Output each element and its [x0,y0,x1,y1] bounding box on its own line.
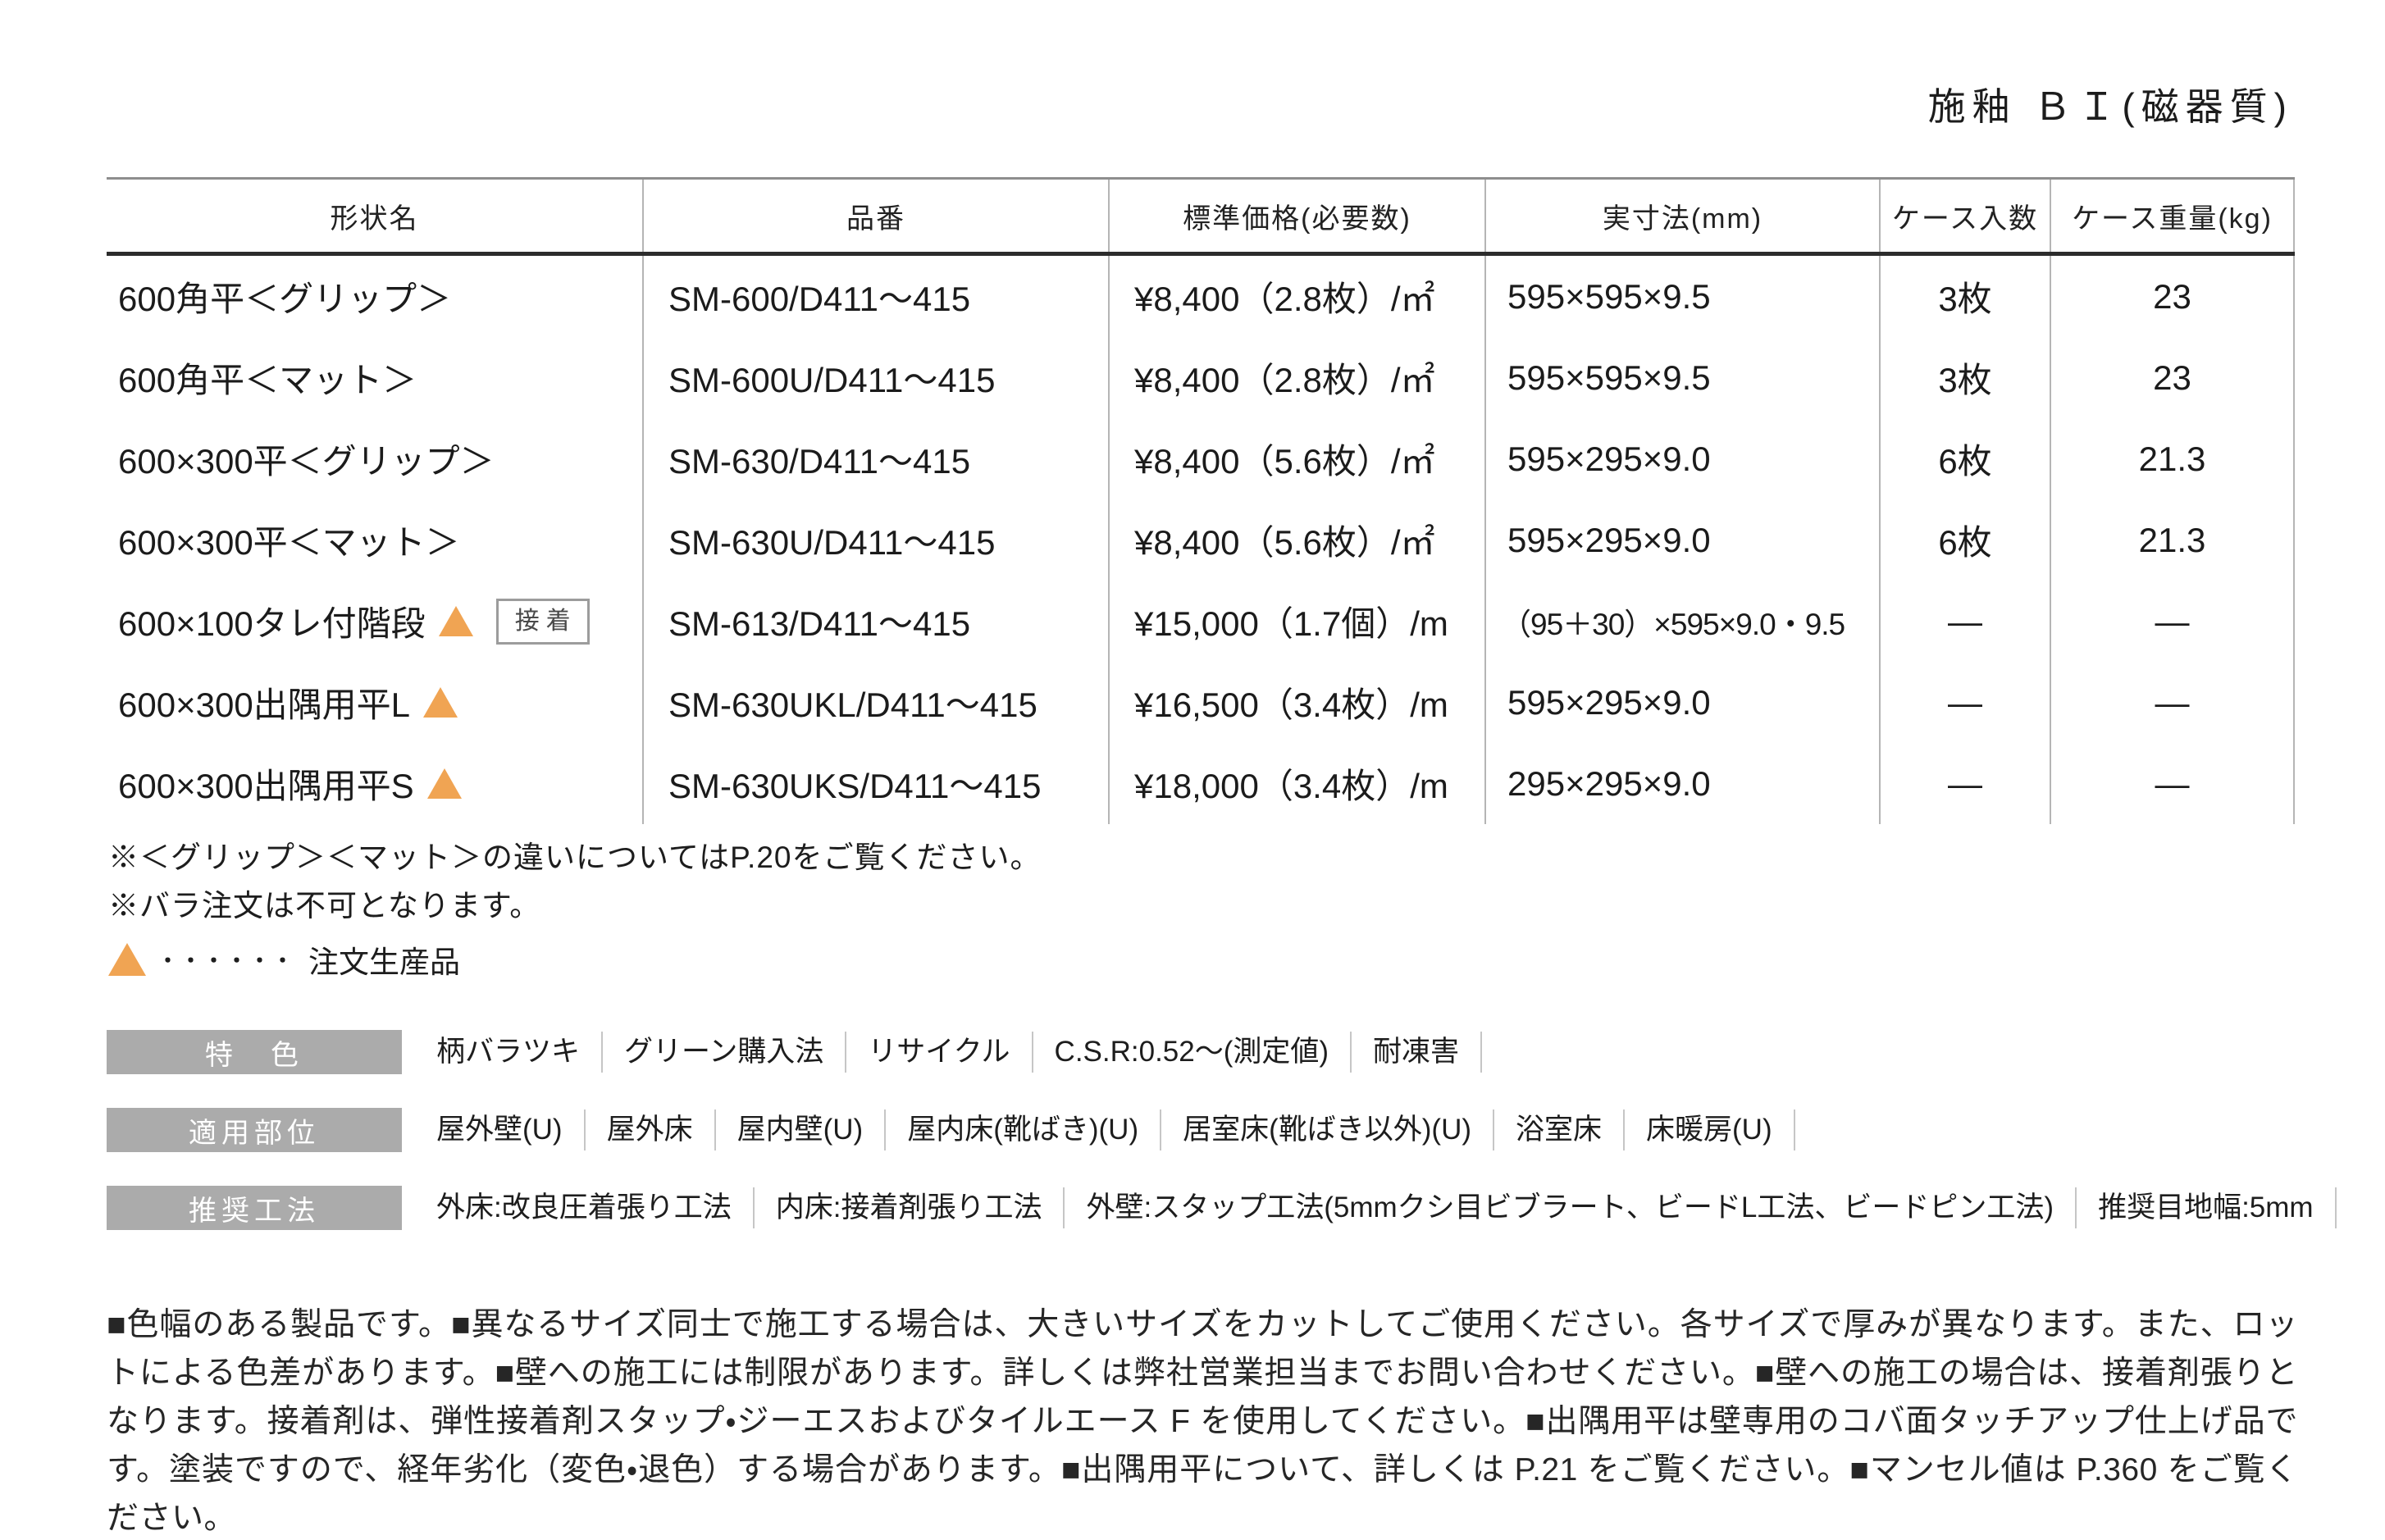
case-weight: — [2051,662,2295,743]
adhesive-badge: 接着 [495,598,590,645]
case-qty: 6枚 [1881,499,2051,581]
feature-item: 屋外床 [586,1109,716,1150]
product-code: SM-600U/D411〜415 [644,337,1110,418]
case-qty: 3枚 [1881,256,2051,337]
feature-row-tokushoku: 特 色 柄バラツキ グリーン購入法 リサイクル C.S.R:0.52〜(測定値)… [107,1030,2337,1074]
feature-item: 柄バラツキ [436,1032,604,1073]
shape-name: 600×300平＜マット＞ [118,523,460,562]
shape-name: 600×300出隅用平S [118,767,414,805]
case-qty: — [1881,743,2051,824]
actual-size: 595×595×9.5 [1486,337,1881,418]
legend-order-production: ・・・・・・ 注文生産品 [108,935,1042,983]
case-weight: 23 [2051,256,2295,337]
feature-row-tekiyoubui: 適用部位 屋外壁(U) 屋外床 屋内壁(U) 屋内床(靴ばき)(U) 居室床(靴… [107,1108,2337,1152]
product-code: SM-630U/D411〜415 [644,499,1110,581]
feature-section: 特 色 柄バラツキ グリーン購入法 リサイクル C.S.R:0.52〜(測定値)… [107,1030,2337,1264]
case-weight: — [2051,581,2295,662]
case-weight: 21.3 [2051,418,2295,499]
case-qty: 6枚 [1881,418,2051,499]
feature-label: 特 色 [107,1030,402,1074]
table-row: 600×300平＜グリップ＞ SM-630/D411〜415 ¥8,400（5.… [107,418,2295,499]
note-bulk-order: ※バラ注文は不可となります。 [108,888,541,923]
case-weight: 23 [2051,337,2295,418]
feature-item: 床暖房(U) [1625,1109,1795,1150]
feature-row-suishoukouhou: 推奨工法 外床:改良圧着張り工法 内床:接着剤張り工法 外壁:スタップ工法(5m… [107,1186,2337,1230]
column-header-price: 標準価格(必要数) [1110,180,1486,252]
table-notes: ※＜グリップ＞＜マット＞の違いについてはP.20をご覧ください。 ※バラ注文は不… [108,830,1042,983]
price: ¥8,400（5.6枚）/㎡ [1110,499,1486,581]
feature-item: 屋内壁(U) [716,1109,887,1150]
column-header-code: 品番 [644,180,1110,252]
order-production-triangle-icon [426,768,462,799]
feature-label: 適用部位 [107,1108,402,1152]
feature-item: グリーン購入法 [603,1032,847,1073]
price: ¥15,000（1.7個）/m [1110,581,1486,662]
actual-size: 595×295×9.0 [1486,499,1881,581]
case-weight: — [2051,743,2295,824]
actual-size: 595×595×9.5 [1486,256,1881,337]
feature-item: 耐凍害 [1352,1032,1483,1073]
column-header-weight: ケース重量(kg) [2051,180,2295,252]
case-qty: — [1881,581,2051,662]
feature-item: C.S.R:0.52〜(測定値) [1033,1032,1352,1073]
shape-name: 600×300平＜グリップ＞ [118,442,495,481]
product-spec-table: 形状名 品番 標準価格(必要数) 実寸法(mm) ケース入数 ケース重量(kg)… [107,177,2295,824]
table-row: 600×100タレ付階段 接着 SM-613/D411〜415 ¥15,000（… [107,581,2295,662]
feature-item: 推奨目地幅:5mm [2077,1187,2337,1228]
feature-item: 屋内床(靴ばき)(U) [886,1109,1162,1150]
order-production-triangle-icon [438,606,473,636]
actual-size: 595×295×9.0 [1486,418,1881,499]
feature-item: 浴室床 [1494,1109,1626,1150]
case-weight: 21.3 [2051,499,2295,581]
page-title: 施釉 ＢＩ(磁器質) [1927,85,2293,128]
feature-label: 推奨工法 [107,1186,402,1230]
shape-name: 600角平＜マット＞ [118,361,417,399]
feature-item: 居室床(靴ばき以外)(U) [1161,1109,1495,1150]
note-grip-matt: ※＜グリップ＞＜マット＞の違いについてはP.20をご覧ください。 [108,840,1042,874]
footer-remarks: ■色幅のある製品です。■異なるサイズ同士で施工する場合は、大きいサイズをカットし… [107,1307,2298,1536]
feature-item: 内床:接着剤張り工法 [755,1187,1065,1228]
table-row: 600角平＜マット＞ SM-600U/D411〜415 ¥8,400（2.8枚）… [107,337,2295,418]
actual-size: （95＋30）×595×9.0・9.5 [1486,581,1881,662]
table-row: 600×300平＜マット＞ SM-630U/D411〜415 ¥8,400（5.… [107,499,2295,581]
product-code: SM-630/D411〜415 [644,418,1110,499]
order-production-triangle-icon [108,942,146,976]
product-code: SM-613/D411〜415 [644,581,1110,662]
product-code: SM-630UKS/D411〜415 [644,743,1110,824]
case-qty: 3枚 [1881,337,2051,418]
price: ¥16,500（3.4枚）/m [1110,662,1486,743]
shape-name: 600角平＜グリップ＞ [118,280,452,318]
price: ¥8,400（2.8枚）/㎡ [1110,337,1486,418]
actual-size: 295×295×9.0 [1486,743,1881,824]
column-header-size: 実寸法(mm) [1486,180,1881,252]
table-row: 600×300出隅用平S SM-630UKS/D411〜415 ¥18,000（… [107,743,2295,824]
column-header-shape: 形状名 [107,180,644,252]
feature-item: 屋外壁(U) [436,1109,586,1150]
product-code: SM-600/D411〜415 [644,256,1110,337]
price: ¥8,400（5.6枚）/㎡ [1110,418,1486,499]
order-production-triangle-icon [423,687,458,718]
shape-name: 600×300出隅用平L [118,686,411,724]
table-row: 600×300出隅用平L SM-630UKL/D411〜415 ¥16,500（… [107,662,2295,743]
table-row: 600角平＜グリップ＞ SM-600/D411〜415 ¥8,400（2.8枚）… [107,256,2295,337]
shape-name: 600×100タレ付階段 [118,604,426,643]
table-body: 600角平＜グリップ＞ SM-600/D411〜415 ¥8,400（2.8枚）… [107,256,2295,824]
product-code: SM-630UKL/D411〜415 [644,662,1110,743]
feature-item: リサイクル [846,1032,1033,1073]
legend-dots: ・・・・・・ [157,949,296,973]
feature-item: 外壁:スタップ工法(5mmクシ目ビブラート、ビードL工法、ビードピン工法) [1065,1187,2077,1228]
table-header-row: 形状名 品番 標準価格(必要数) 実寸法(mm) ケース入数 ケース重量(kg) [107,180,2295,256]
feature-item: 外床:改良圧着張り工法 [436,1187,755,1228]
price: ¥18,000（3.4枚）/m [1110,743,1486,824]
case-qty: — [1881,662,2051,743]
legend-text: 注文生産品 [308,945,461,979]
column-header-qty: ケース入数 [1881,180,2051,252]
price: ¥8,400（2.8枚）/㎡ [1110,256,1486,337]
actual-size: 595×295×9.0 [1486,662,1881,743]
